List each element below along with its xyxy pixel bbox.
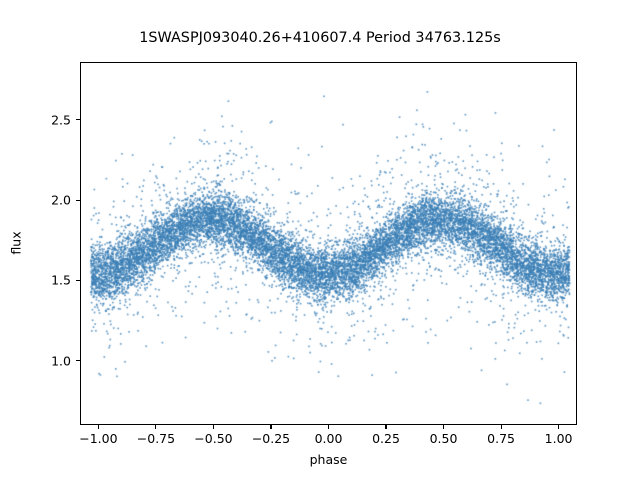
x-axis-tick	[97, 425, 99, 429]
x-axis-tick	[558, 425, 560, 429]
x-axis-tick-label: 0.50	[429, 431, 458, 446]
y-axis-tick-label: 1.0	[51, 353, 71, 369]
x-axis-label: phase	[309, 452, 348, 467]
x-axis-tick-label: −0.25	[251, 431, 291, 446]
x-axis-tick	[442, 425, 445, 429]
y-axis-tick	[76, 199, 80, 201]
x-axis-tick	[327, 425, 330, 429]
page-title: 1SWASPJ093040.26+410607.4 Period 34763.1…	[139, 30, 501, 46]
x-axis-tick	[270, 425, 272, 429]
x-axis-tick-label: 0.00	[314, 431, 343, 446]
x-axis-tick-label: 0.75	[487, 431, 515, 446]
x-axis-tick-label: 1.00	[544, 431, 573, 446]
scatter-plot-canvas	[81, 63, 576, 424]
plot-axes	[80, 62, 577, 425]
y-axis-tick	[76, 119, 80, 121]
x-axis-tick-label: 0.25	[372, 431, 400, 446]
y-axis-tick-label: 1.5	[51, 272, 71, 288]
y-axis-tick-label: 2.0	[51, 192, 71, 208]
x-axis-tick	[155, 425, 157, 429]
y-axis-tick-label: 2.5	[51, 112, 71, 128]
x-axis-tick-label: −0.50	[194, 431, 233, 446]
x-axis-tick	[385, 425, 387, 429]
y-axis-tick	[76, 279, 80, 281]
x-axis-tick	[212, 425, 214, 429]
y-axis-label: flux	[8, 231, 24, 255]
x-axis-tick	[500, 425, 502, 429]
y-axis-tick	[76, 360, 80, 362]
x-axis-tick-label: −1.00	[79, 431, 118, 446]
x-axis-tick-label: −0.75	[136, 431, 176, 446]
